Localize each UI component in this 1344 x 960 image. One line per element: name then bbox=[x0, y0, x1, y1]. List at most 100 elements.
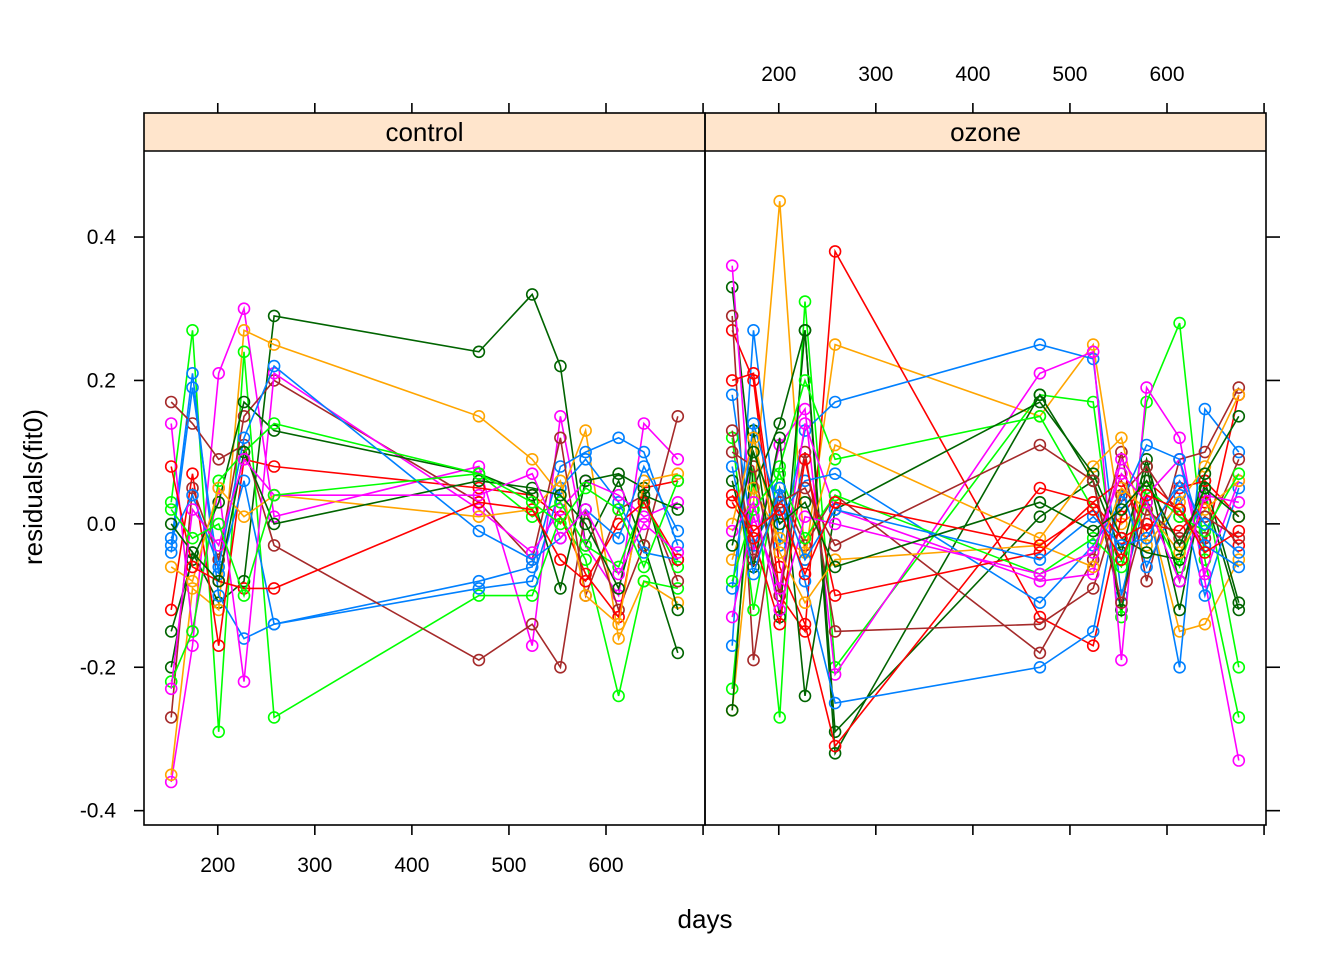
data-point bbox=[747, 653, 760, 667]
data-point bbox=[798, 323, 812, 337]
data-point bbox=[1198, 589, 1212, 602]
data-point bbox=[554, 474, 567, 488]
data-point bbox=[212, 574, 225, 588]
data-point bbox=[671, 467, 685, 481]
series-line bbox=[731, 372, 1240, 748]
data-point bbox=[612, 488, 625, 502]
data-point bbox=[1033, 610, 1047, 624]
data-point bbox=[828, 338, 842, 351]
data-point bbox=[1033, 409, 1047, 423]
data-point bbox=[212, 366, 225, 380]
data-point bbox=[798, 417, 812, 430]
series-line bbox=[731, 472, 1239, 611]
data-point bbox=[1115, 553, 1128, 567]
data-point bbox=[1033, 574, 1047, 588]
data-point bbox=[1140, 531, 1153, 545]
y-tick-label: 0.4 bbox=[87, 226, 117, 249]
data-point bbox=[1140, 474, 1153, 488]
data-point bbox=[1232, 524, 1246, 538]
series-line bbox=[731, 466, 1240, 575]
data-point bbox=[212, 474, 225, 488]
data-point bbox=[186, 323, 199, 337]
data-point bbox=[237, 510, 251, 524]
series-line bbox=[731, 301, 1240, 718]
data-point bbox=[1086, 567, 1100, 581]
data-point bbox=[612, 495, 625, 509]
data-point bbox=[186, 574, 199, 588]
series-line bbox=[170, 458, 678, 646]
data-point bbox=[1232, 510, 1246, 524]
panel-strip-label: control bbox=[385, 117, 463, 147]
data-point bbox=[164, 768, 178, 782]
data-point bbox=[267, 338, 281, 351]
x-tick-label: 200 bbox=[761, 63, 796, 86]
data-point bbox=[1232, 711, 1246, 724]
data-point bbox=[1033, 338, 1047, 351]
data-point bbox=[1173, 474, 1186, 488]
data-point bbox=[1140, 560, 1153, 574]
data-point bbox=[1173, 603, 1186, 617]
data-point bbox=[554, 553, 567, 567]
data-point bbox=[1232, 495, 1246, 509]
data-point bbox=[637, 560, 651, 574]
x-tick-label: 600 bbox=[1149, 63, 1184, 86]
data-point bbox=[725, 424, 739, 437]
data-point bbox=[1033, 531, 1047, 545]
data-point bbox=[267, 582, 281, 595]
data-point bbox=[1232, 539, 1246, 552]
data-point bbox=[1033, 438, 1047, 452]
data-point bbox=[725, 574, 739, 588]
data-point bbox=[828, 452, 842, 466]
data-point bbox=[1140, 488, 1153, 502]
y-tick-label: -0.2 bbox=[80, 656, 116, 679]
data-point bbox=[798, 452, 812, 466]
data-point bbox=[1232, 754, 1246, 767]
data-point bbox=[579, 424, 592, 437]
data-point bbox=[798, 295, 812, 308]
x-axis-title: days bbox=[678, 904, 733, 934]
data-point bbox=[1232, 409, 1246, 423]
data-point bbox=[612, 467, 625, 481]
data-point bbox=[671, 539, 685, 552]
data-point bbox=[1033, 495, 1047, 509]
data-point bbox=[747, 417, 760, 430]
data-point bbox=[554, 359, 567, 373]
data-point bbox=[237, 675, 251, 688]
data-point bbox=[554, 431, 567, 445]
data-point bbox=[1033, 539, 1047, 552]
data-point bbox=[472, 460, 486, 473]
data-point bbox=[1115, 653, 1128, 667]
data-point bbox=[1232, 445, 1246, 459]
data-point bbox=[554, 517, 567, 531]
data-point bbox=[747, 495, 760, 509]
data-point bbox=[725, 460, 739, 473]
data-point bbox=[525, 560, 539, 574]
data-point bbox=[612, 567, 625, 581]
data-point bbox=[1198, 402, 1212, 416]
data-point bbox=[186, 503, 199, 516]
series-line bbox=[170, 330, 678, 732]
data-point bbox=[1198, 524, 1212, 538]
data-point bbox=[1198, 517, 1212, 531]
data-point bbox=[267, 309, 281, 323]
data-point bbox=[828, 495, 842, 509]
data-point bbox=[1232, 553, 1246, 567]
data-point bbox=[579, 539, 592, 552]
data-point bbox=[1198, 503, 1212, 516]
data-point bbox=[1086, 582, 1100, 595]
data-point bbox=[1115, 431, 1128, 445]
data-point bbox=[554, 531, 567, 545]
data-point bbox=[671, 546, 685, 559]
x-tick-label: 600 bbox=[588, 854, 623, 877]
data-point bbox=[525, 503, 539, 516]
data-point bbox=[579, 452, 592, 466]
data-point bbox=[828, 560, 842, 574]
data-point bbox=[671, 495, 685, 509]
data-point bbox=[612, 474, 625, 488]
data-point bbox=[554, 582, 567, 595]
data-point bbox=[1140, 517, 1153, 531]
data-point bbox=[1115, 503, 1128, 516]
y-tick-label: -0.4 bbox=[80, 800, 117, 823]
data-point bbox=[773, 603, 787, 617]
